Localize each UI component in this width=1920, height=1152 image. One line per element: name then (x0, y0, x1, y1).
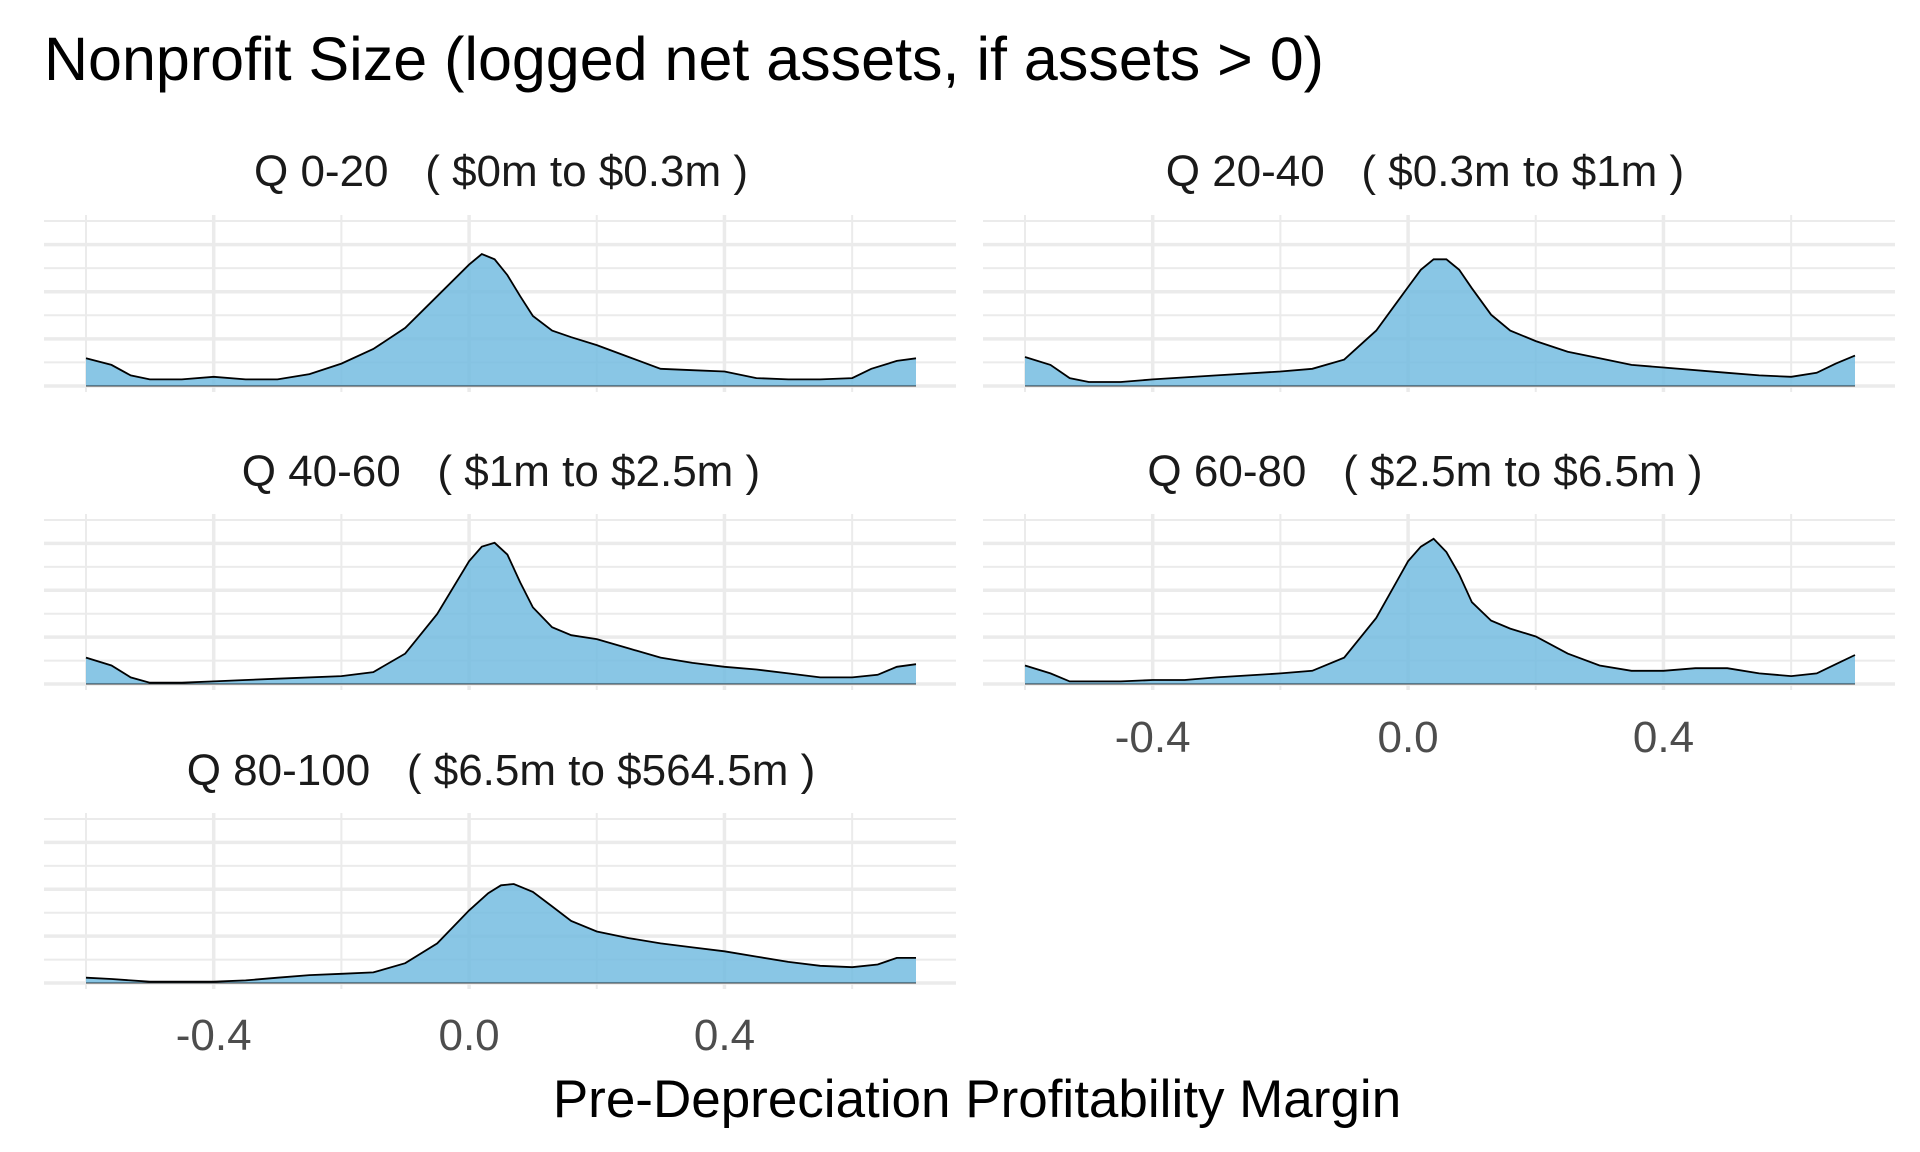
density-line (85, 883, 916, 983)
panel-plot-area (44, 514, 956, 690)
panel-strip-label: Q 20-40 ( $0.3m to $1m ) (1166, 147, 1684, 196)
panel-q80-100: Q 80-100 ( $6.5m to $564.5m ) (44, 746, 956, 989)
density-line (85, 252, 917, 381)
panel-strip-label: Q 0-20 ( $0m to $0.3m ) (254, 147, 748, 196)
x-axis-title: Pre-Depreciation Profitability Margin (553, 1070, 1401, 1129)
density-area (86, 254, 916, 386)
x-tick-label: 0.0 (438, 1011, 499, 1060)
x-tick-label: -0.4 (176, 1011, 252, 1060)
panel-plot-area (44, 215, 956, 392)
panel-plot-area (44, 813, 956, 989)
x-tick-label: 0.4 (1633, 713, 1694, 762)
density-line (1024, 537, 1856, 683)
panel-q40-60: Q 40-60 ( $1m to $2.5m ) (44, 447, 956, 690)
density-area (86, 542, 916, 684)
x-axis-right-column: -0.4 0.0 0.4 (1115, 713, 1694, 762)
density-area (1025, 538, 1855, 684)
density-line (85, 541, 917, 684)
panel-strip-label: Q 80-100 ( $6.5m to $564.5m ) (187, 746, 816, 795)
x-tick-label: 0.0 (1377, 713, 1438, 762)
x-axis-left-column: -0.4 0.0 0.4 (176, 1011, 755, 1060)
density-area (86, 884, 916, 983)
x-tick-label: -0.4 (1115, 713, 1191, 762)
panel-q20-40: Q 20-40 ( $0.3m to $1m ) (983, 147, 1895, 392)
panel-plot-area (983, 215, 1895, 392)
density-area (1025, 259, 1855, 386)
panel-strip-label: Q 40-60 ( $1m to $2.5m ) (242, 447, 760, 496)
panel-q60-80: Q 60-80 ( $2.5m to $6.5m ) (983, 447, 1895, 690)
x-tick-label: 0.4 (694, 1011, 755, 1060)
chart-title: Nonprofit Size (logged net assets, if as… (44, 25, 1324, 93)
panel-q0-20: Q 0-20 ( $0m to $0.3m ) (44, 147, 956, 392)
panel-strip-label: Q 60-80 ( $2.5m to $6.5m ) (1147, 447, 1702, 496)
density-line (1024, 258, 1856, 383)
panel-plot-area (983, 514, 1895, 690)
